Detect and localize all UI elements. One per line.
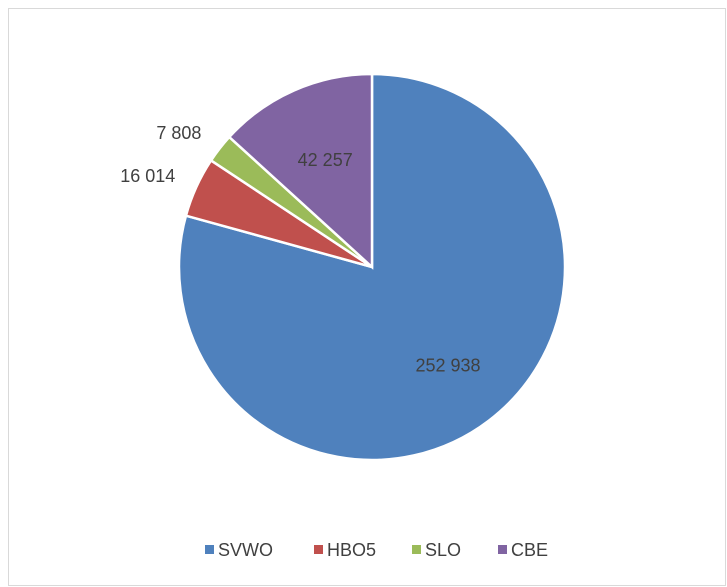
- legend-label: SLO: [425, 540, 461, 560]
- data-label: 7 808: [156, 123, 201, 143]
- legend-label: SVWO: [218, 540, 273, 560]
- data-label: 16 014: [120, 166, 175, 186]
- legend-swatch: [205, 545, 214, 554]
- legend-swatch: [412, 545, 421, 554]
- pie-slice: [227, 72, 374, 270]
- data-label: 42 257: [298, 150, 353, 170]
- legend-swatch: [314, 545, 323, 554]
- legend-swatch: [498, 545, 507, 554]
- data-label: 252 938: [415, 356, 480, 376]
- legend-label: HBO5: [327, 540, 376, 560]
- legend-label: CBE: [511, 540, 548, 560]
